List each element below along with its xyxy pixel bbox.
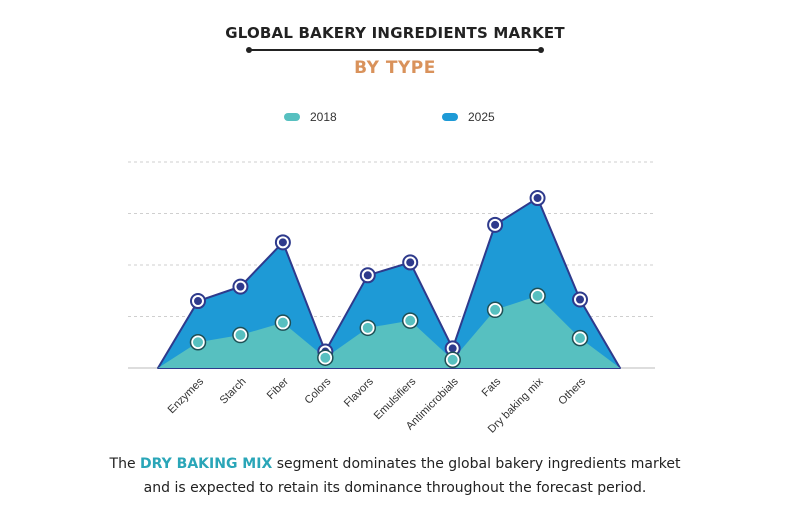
caption-highlight: DRY BAKING MIX	[140, 456, 273, 472]
legend-swatch-2025	[442, 113, 458, 121]
marker-2018-starch	[233, 328, 248, 343]
marker-2025-core-0	[194, 297, 202, 306]
marker-2018-ring-8	[529, 287, 546, 305]
legend-item-2025: 2025	[442, 110, 495, 124]
marker-2018-ring-2	[274, 314, 292, 331]
xtick-label-enzymes: Enzymes	[166, 375, 207, 416]
marker-2018-fiber	[275, 315, 290, 330]
caption-pre-text: The	[109, 456, 141, 472]
legend-label-2025: 2025	[468, 110, 495, 124]
marker-2018-antimicrobials	[445, 352, 460, 367]
marker-2018-dry-baking-mix	[530, 288, 545, 303]
marker-2018-ring-0	[189, 334, 207, 351]
marker-2025-core-9	[576, 295, 584, 304]
title-divider	[249, 49, 541, 51]
legend-swatch-2018	[284, 113, 300, 121]
marker-2025-core-6	[448, 344, 457, 353]
marker-2018-emulsifiers	[403, 313, 418, 328]
marker-2018-colors	[318, 350, 333, 365]
xtick-label-fiber: Fiber	[265, 375, 291, 401]
title-divider-right-dot	[538, 47, 544, 53]
marker-2025-core-1	[236, 282, 245, 291]
legend-item-2018: 2018	[284, 110, 337, 124]
marker-2018-ring-9	[571, 329, 589, 347]
chart-caption: The DRY BAKING MIX segment dominates the…	[0, 452, 790, 500]
xtick-label-starch: Starch	[218, 376, 249, 407]
marker-2018-ring-4	[359, 319, 377, 337]
marker-2025-core-4	[363, 271, 372, 280]
caption-post-text: segment dominates the global bakery ingr…	[272, 456, 681, 472]
chart-title: GLOBAL BAKERY INGREDIENTS MARKET	[225, 24, 565, 42]
caption-line-1: The DRY BAKING MIX segment dominates the…	[0, 452, 790, 476]
caption-line-2: and is expected to retain its dominance …	[143, 480, 647, 496]
marker-2018-fats	[488, 302, 503, 317]
marker-2018-ring-7	[486, 301, 504, 319]
legend-label-2018: 2018	[310, 110, 337, 124]
marker-2018-ring-5	[401, 312, 419, 329]
area-series-2018	[158, 295, 620, 368]
marker-2025-core-5	[406, 258, 415, 267]
marker-2018-ring-6	[444, 351, 461, 369]
title-divider-left-dot	[246, 47, 252, 53]
chart-subtitle: BY TYPE	[354, 58, 436, 78]
marker-2018-enzymes	[191, 335, 205, 350]
xtick-label-flavors: Flavors	[342, 375, 376, 409]
xtick-label-others: Others	[556, 375, 588, 407]
marker-2018-ring-1	[232, 326, 249, 344]
marker-2025-core-2	[278, 238, 287, 247]
marker-2025-core-7	[491, 220, 500, 229]
marker-2018-ring-3	[317, 349, 334, 366]
xtick-label-fats: Fats	[480, 375, 504, 399]
marker-2025-core-8	[533, 194, 542, 203]
marker-2018-others	[573, 331, 587, 346]
marker-2018-flavors	[360, 320, 375, 335]
xtick-label-colors: Colors	[302, 375, 333, 406]
